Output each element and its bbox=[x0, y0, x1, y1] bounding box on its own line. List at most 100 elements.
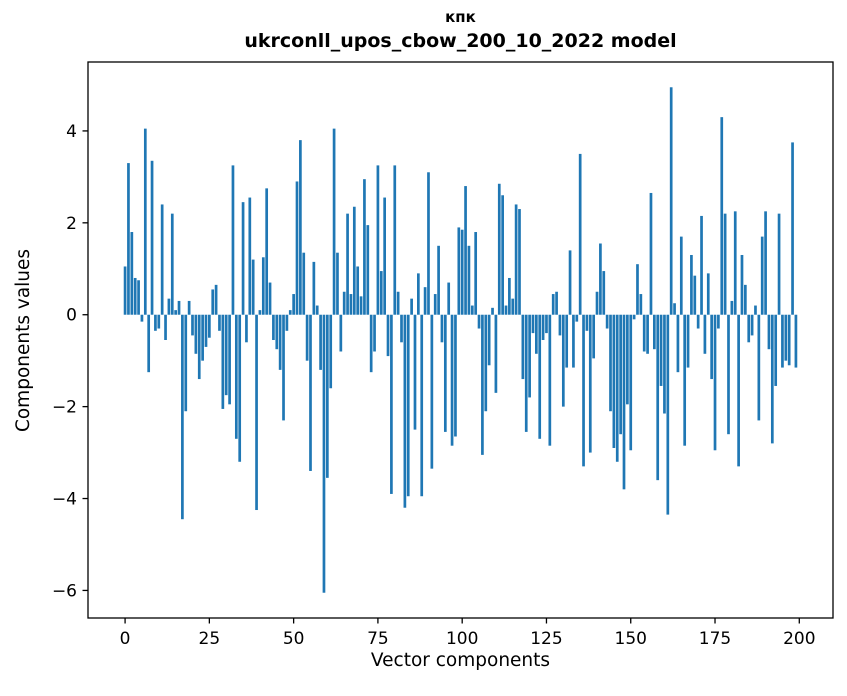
bar bbox=[191, 314, 194, 336]
bar bbox=[443, 314, 447, 432]
bar bbox=[204, 314, 208, 347]
bar bbox=[295, 181, 299, 315]
bar bbox=[282, 314, 285, 421]
bar bbox=[376, 165, 380, 315]
bar bbox=[794, 314, 798, 368]
bar bbox=[177, 300, 181, 315]
bar bbox=[417, 273, 420, 315]
bar bbox=[140, 314, 144, 322]
bar bbox=[649, 192, 653, 315]
bar bbox=[174, 310, 177, 315]
bar bbox=[221, 314, 225, 409]
bar bbox=[457, 227, 461, 315]
bar bbox=[460, 229, 464, 315]
bar bbox=[245, 314, 248, 343]
y-tick-label: −6 bbox=[52, 581, 77, 601]
bar bbox=[137, 280, 140, 315]
bar bbox=[784, 314, 788, 361]
bar bbox=[127, 163, 130, 315]
bar bbox=[123, 266, 127, 315]
bar bbox=[481, 314, 484, 455]
bar bbox=[524, 314, 528, 432]
bar bbox=[504, 305, 508, 315]
bar bbox=[184, 314, 188, 412]
bar bbox=[501, 195, 504, 315]
bar bbox=[447, 282, 451, 315]
bar bbox=[261, 257, 265, 315]
bar bbox=[487, 314, 491, 366]
bar bbox=[437, 245, 440, 315]
bar bbox=[464, 186, 467, 315]
bar bbox=[632, 314, 636, 320]
bar bbox=[406, 314, 410, 497]
bar bbox=[312, 261, 316, 315]
bar bbox=[359, 296, 363, 315]
bar bbox=[656, 314, 660, 481]
bar bbox=[491, 307, 494, 315]
bar bbox=[160, 204, 164, 315]
bar bbox=[379, 271, 383, 315]
bar bbox=[511, 298, 515, 315]
bar bbox=[774, 314, 778, 386]
bar bbox=[730, 300, 734, 315]
bar bbox=[669, 87, 673, 315]
bar bbox=[585, 314, 589, 331]
bar bbox=[538, 314, 542, 439]
bar bbox=[605, 314, 609, 329]
bar bbox=[686, 314, 690, 368]
bar bbox=[781, 314, 784, 368]
bar bbox=[440, 314, 444, 343]
bar bbox=[548, 314, 552, 446]
bar bbox=[319, 314, 322, 370]
x-tick-label: 200 bbox=[783, 629, 815, 649]
bar bbox=[234, 314, 238, 439]
bar bbox=[393, 165, 397, 315]
bar bbox=[194, 314, 198, 354]
bar bbox=[470, 305, 474, 315]
bar bbox=[251, 259, 255, 315]
bar bbox=[588, 314, 592, 453]
bar bbox=[770, 314, 774, 444]
x-axis-label: Vector components bbox=[370, 650, 551, 671]
bar bbox=[642, 314, 646, 352]
bar bbox=[201, 314, 204, 361]
bar bbox=[696, 314, 700, 329]
bar bbox=[531, 314, 535, 334]
bar bbox=[528, 314, 531, 398]
bar bbox=[258, 310, 262, 315]
bar bbox=[275, 314, 279, 350]
bar bbox=[706, 273, 710, 315]
bar bbox=[777, 213, 781, 315]
y-tick-label: 2 bbox=[66, 214, 77, 234]
bar bbox=[143, 128, 147, 315]
bar bbox=[400, 314, 403, 343]
bar bbox=[733, 211, 737, 315]
bar bbox=[342, 291, 346, 315]
y-tick-label: −4 bbox=[52, 490, 77, 510]
bar bbox=[288, 310, 292, 315]
bar bbox=[224, 314, 228, 396]
bar bbox=[535, 314, 538, 354]
bar bbox=[130, 232, 134, 315]
axes-frame bbox=[87, 61, 834, 619]
y-tick-label: 0 bbox=[66, 306, 77, 326]
bar bbox=[285, 314, 289, 331]
bar bbox=[659, 314, 663, 386]
x-tick-label: 75 bbox=[367, 629, 389, 649]
bar bbox=[575, 314, 579, 322]
bar bbox=[322, 314, 326, 593]
bar bbox=[727, 314, 730, 435]
bar bbox=[255, 314, 258, 511]
bar bbox=[578, 153, 582, 315]
bar bbox=[602, 271, 606, 315]
bar bbox=[737, 314, 740, 467]
bar bbox=[231, 165, 235, 315]
bar bbox=[211, 289, 215, 315]
bar bbox=[309, 314, 312, 471]
bar bbox=[521, 314, 525, 380]
bar bbox=[315, 305, 319, 315]
bar bbox=[646, 314, 649, 354]
bar bbox=[170, 213, 174, 315]
